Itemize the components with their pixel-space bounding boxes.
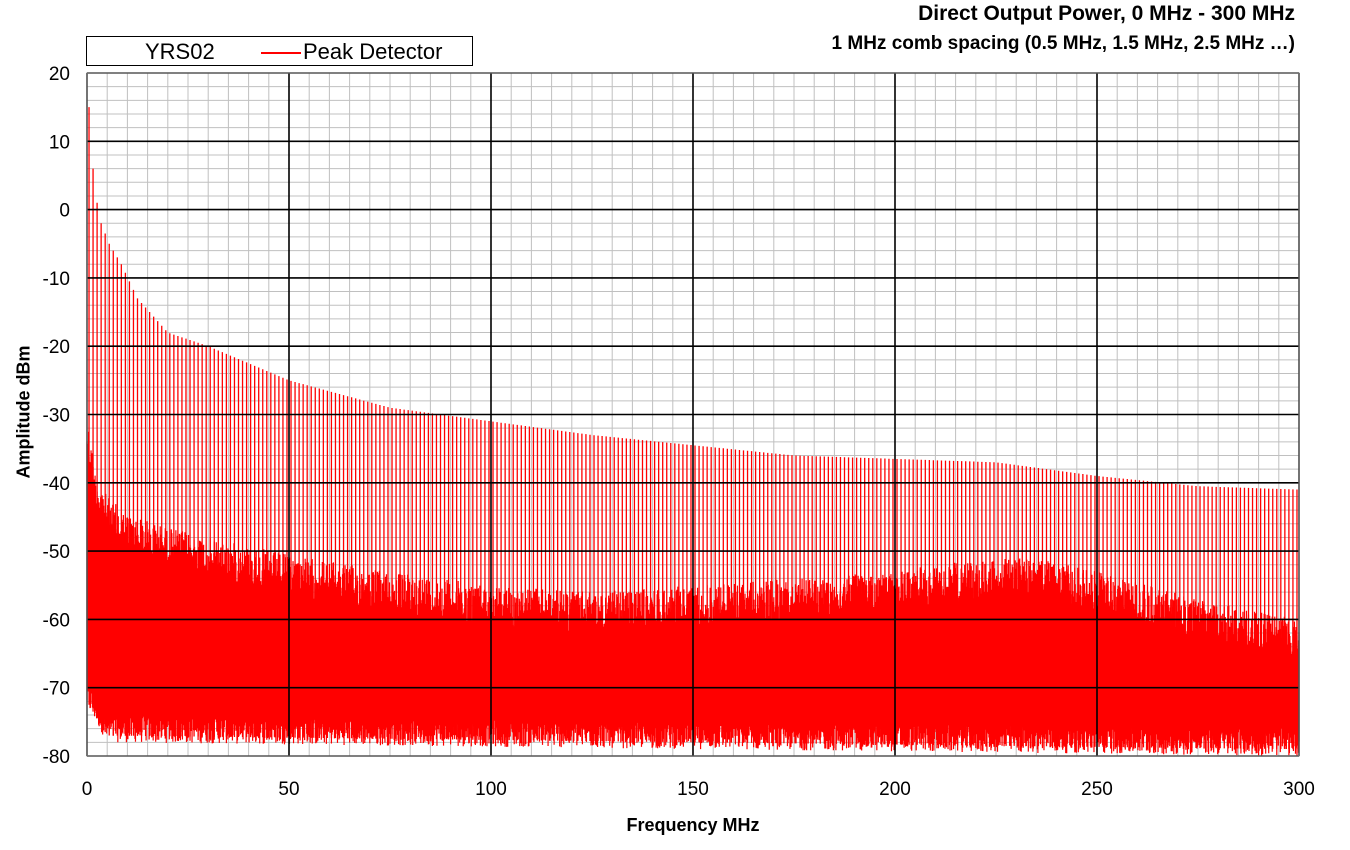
series-peak-detector <box>86 107 1300 756</box>
x-tick-label: 250 <box>1081 779 1113 800</box>
legend-entry-peak-detector: Peak Detector <box>303 39 443 64</box>
chart-subtitle: 1 MHz comb spacing (0.5 MHz, 1.5 MHz, 2.… <box>831 33 1295 54</box>
x-tick-label: 150 <box>677 779 709 800</box>
y-tick-label: -20 <box>43 337 70 358</box>
x-tick-label: 50 <box>278 779 299 800</box>
legend: YRS02 Peak Detector <box>86 36 473 66</box>
x-tick-label: 100 <box>475 779 507 800</box>
y-tick-label: -50 <box>43 542 70 563</box>
x-axis-title: Frequency MHz <box>626 815 760 835</box>
y-tick-label: 0 <box>59 201 70 222</box>
x-tick-label: 0 <box>82 779 93 800</box>
x-tick-label: 200 <box>879 779 911 800</box>
y-tick-label: -60 <box>43 610 70 631</box>
x-axis-ticks: 0 50 100 150 200 250 300 <box>82 779 1315 800</box>
y-axis-ticks: 20 10 0 -10 -20 -30 -40 -50 -60 -70 -80 <box>43 64 70 768</box>
chart-title: Direct Output Power, 0 MHz - 300 MHz <box>918 2 1295 25</box>
plot-frame <box>86 72 1300 757</box>
y-axis-title: Amplitude dBm <box>13 345 34 479</box>
y-tick-label: -30 <box>43 406 70 427</box>
y-tick-label: -10 <box>43 269 70 290</box>
y-tick-label: -70 <box>43 679 70 700</box>
legend-label: YRS02 <box>145 39 215 64</box>
y-tick-label: 10 <box>49 132 70 153</box>
x-tick-label: 300 <box>1283 779 1315 800</box>
y-tick-label: -40 <box>43 474 70 495</box>
y-tick-label: 20 <box>49 64 70 85</box>
y-tick-label: -80 <box>43 747 70 768</box>
legend-swatch <box>261 52 301 54</box>
